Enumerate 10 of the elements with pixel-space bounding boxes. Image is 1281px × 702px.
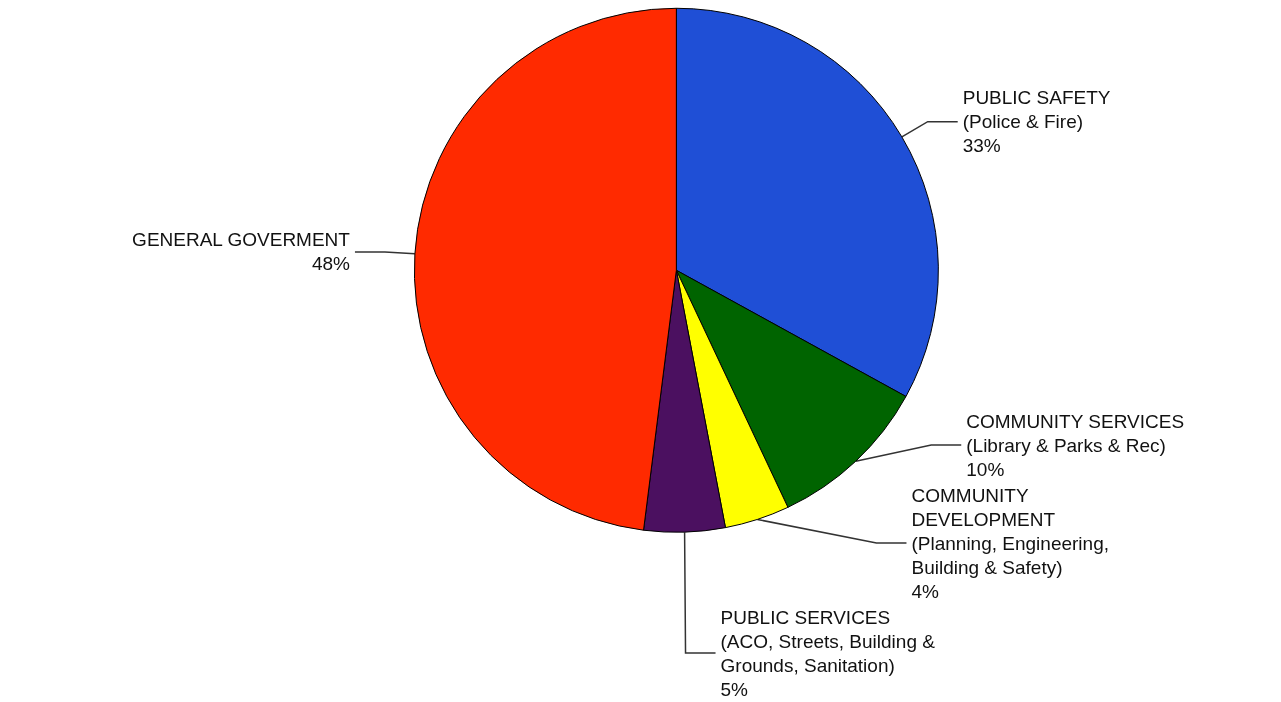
data-label: 10%: [966, 458, 1005, 480]
slice-label: GENERAL GOVERMENT: [132, 229, 351, 251]
slice-label: PUBLIC SAFETY (Police & Fire): [962, 87, 1111, 133]
slice-label: PUBLIC SERVICES (ACO, Streets, Building & Grounds, Sanitation): [720, 606, 936, 676]
data-label: 4%: [911, 580, 940, 602]
data-label: 33%: [962, 135, 1001, 157]
data-label: 5%: [720, 678, 749, 700]
data-label: 48%: [311, 253, 351, 275]
slice-label: COMMUNITY DEVELOPMENT (Planning, Engineering, Building & Safety): [911, 484, 1110, 578]
slice-label: COMMUNITY SERVICES (Library & Parks & Rec): [966, 410, 1185, 456]
